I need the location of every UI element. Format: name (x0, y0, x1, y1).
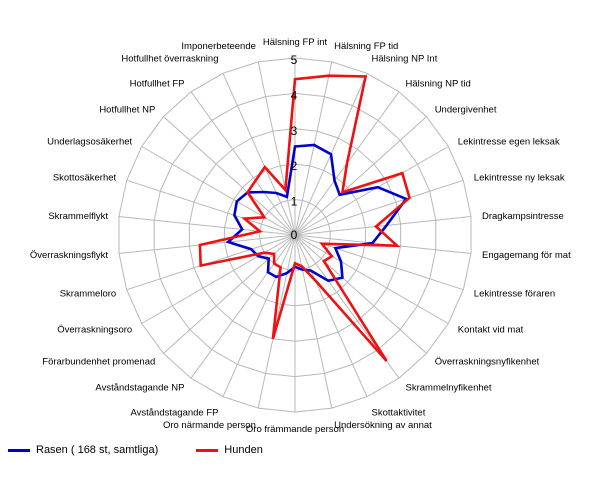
legend-item-dog: Hunden (196, 444, 263, 456)
spoke (294, 146, 449, 236)
category-label: Dragkampsintresse (482, 211, 564, 222)
spoke (294, 216, 472, 236)
category-label: Underlagsosäkerhet (47, 137, 132, 148)
series-line-dog (198, 74, 411, 362)
legend-label-breed: Rasen ( 168 st, samtliga) (36, 444, 159, 456)
category-label: Avståndstagande NP (95, 383, 184, 394)
category-label: Skrammeloro (60, 289, 117, 300)
tick-label-3: 3 (291, 124, 298, 138)
legend: Rasen ( 168 st, samtliga) Hunden (8, 444, 301, 456)
spoke (294, 234, 449, 324)
radial-tick-labels: 0 1 2 3 4 5 (291, 53, 298, 242)
spoke (294, 116, 427, 236)
legend-swatch-dog (196, 448, 219, 452)
spoke (190, 91, 296, 236)
spoke (141, 234, 296, 324)
spoke (257, 234, 296, 409)
category-label: Skrammelflykt (48, 211, 108, 222)
category-label: Hotfullhet FP (130, 78, 185, 89)
category-label: Oro närmande person (163, 420, 256, 431)
category-label: Överraskningsoro (57, 325, 132, 336)
tick-label-4: 4 (291, 88, 298, 102)
category-label: Engagemang för mat (482, 250, 571, 261)
category-label: Hälsning NP Int (372, 53, 438, 64)
category-label: Lekintresse egen leksak (458, 137, 560, 148)
category-label: Hotfullhet överraskning (121, 53, 218, 64)
series-line-breed (225, 143, 409, 283)
spoke (222, 234, 296, 397)
category-label: Lekintresse föraren (474, 289, 555, 300)
category-label: Överraskningsnyfikenhet (435, 356, 540, 367)
category-label: Hotfullhet NP (99, 105, 155, 116)
category-label: Undergivenhet (435, 105, 497, 116)
spoke (118, 216, 296, 236)
category-label: Imponerbeteende (181, 41, 255, 52)
spoke (257, 61, 296, 236)
spoke (222, 73, 296, 236)
tick-label-2: 2 (291, 159, 298, 173)
category-label: Överraskningsflykt (30, 250, 108, 261)
legend-label-dog: Hunden (224, 444, 263, 456)
tick-label-5: 5 (291, 53, 298, 67)
category-label: Avståndstagande FP (130, 408, 218, 419)
category-label: Undersökning av annat (334, 420, 432, 431)
spoke (126, 179, 296, 236)
category-label: Hälsning FP tid (334, 41, 398, 52)
category-label: Hälsning FP int (263, 37, 328, 48)
category-label: Oro främmande person (246, 424, 344, 435)
tick-label-1: 1 (291, 195, 298, 209)
spoke (294, 61, 333, 236)
spoke (190, 234, 296, 379)
tick-label-0: 0 (291, 228, 298, 242)
category-label: Hälsning NP tid (406, 78, 471, 89)
spoke (294, 179, 464, 236)
legend-swatch-breed (8, 448, 30, 452)
spoke (294, 234, 427, 354)
spoke (294, 234, 368, 397)
spoke (141, 146, 296, 236)
radar-series-layer (198, 74, 411, 362)
spoke (294, 234, 333, 409)
spoke (163, 116, 296, 236)
category-label: Förarbundenhet promenad (42, 356, 155, 367)
category-label: Lekintresse ny leksak (474, 172, 565, 183)
legend-item-breed: Rasen ( 168 st, samtliga) (8, 444, 158, 456)
category-label: Kontakt vid mat (458, 325, 524, 336)
category-label: Skottaktivitet (372, 408, 426, 419)
category-label: Skrammelnyfikenhet (406, 383, 492, 394)
category-label: Skottosäkerhet (53, 172, 117, 183)
